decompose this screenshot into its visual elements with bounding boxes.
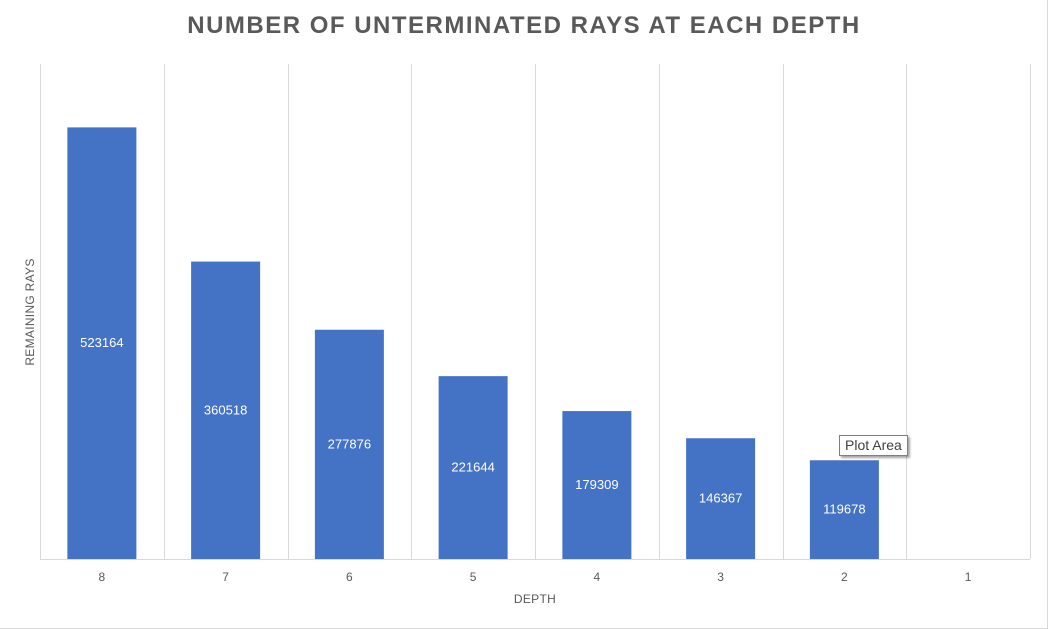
bar-depth-5[interactable]: [438, 376, 508, 559]
x-tick-label: 1: [965, 570, 972, 584]
data-label: 146367: [699, 491, 742, 506]
x-tick-label: 8: [99, 570, 106, 584]
x-tick-label: 2: [841, 570, 848, 584]
x-tick-label: 3: [717, 570, 724, 584]
chart-title: NUMBER OF UNTERMINATED RAYS AT EACH DEPT…: [187, 12, 861, 39]
x-axis-title: DEPTH: [513, 592, 557, 606]
data-label: 360518: [204, 402, 247, 417]
data-label: 221644: [451, 460, 494, 475]
bar-depth-8[interactable]: [67, 127, 137, 559]
data-label: 179309: [575, 477, 618, 492]
bar-depth-4[interactable]: [562, 411, 632, 559]
bar-depth-3[interactable]: [686, 438, 756, 559]
data-label: 523164: [80, 335, 123, 350]
bar-depth-6[interactable]: [314, 329, 384, 559]
bar-depth-2[interactable]: [809, 460, 879, 559]
bar-depth-7[interactable]: [191, 261, 261, 559]
plot-area-tooltip: Plot Area: [839, 435, 908, 456]
x-tick-label: 6: [346, 570, 353, 584]
data-label: 277876: [328, 436, 371, 451]
data-label: 119678: [823, 502, 865, 517]
x-tick-label: 7: [222, 570, 229, 584]
x-tick-label: 4: [594, 570, 601, 584]
x-tick-label: 5: [470, 570, 477, 584]
